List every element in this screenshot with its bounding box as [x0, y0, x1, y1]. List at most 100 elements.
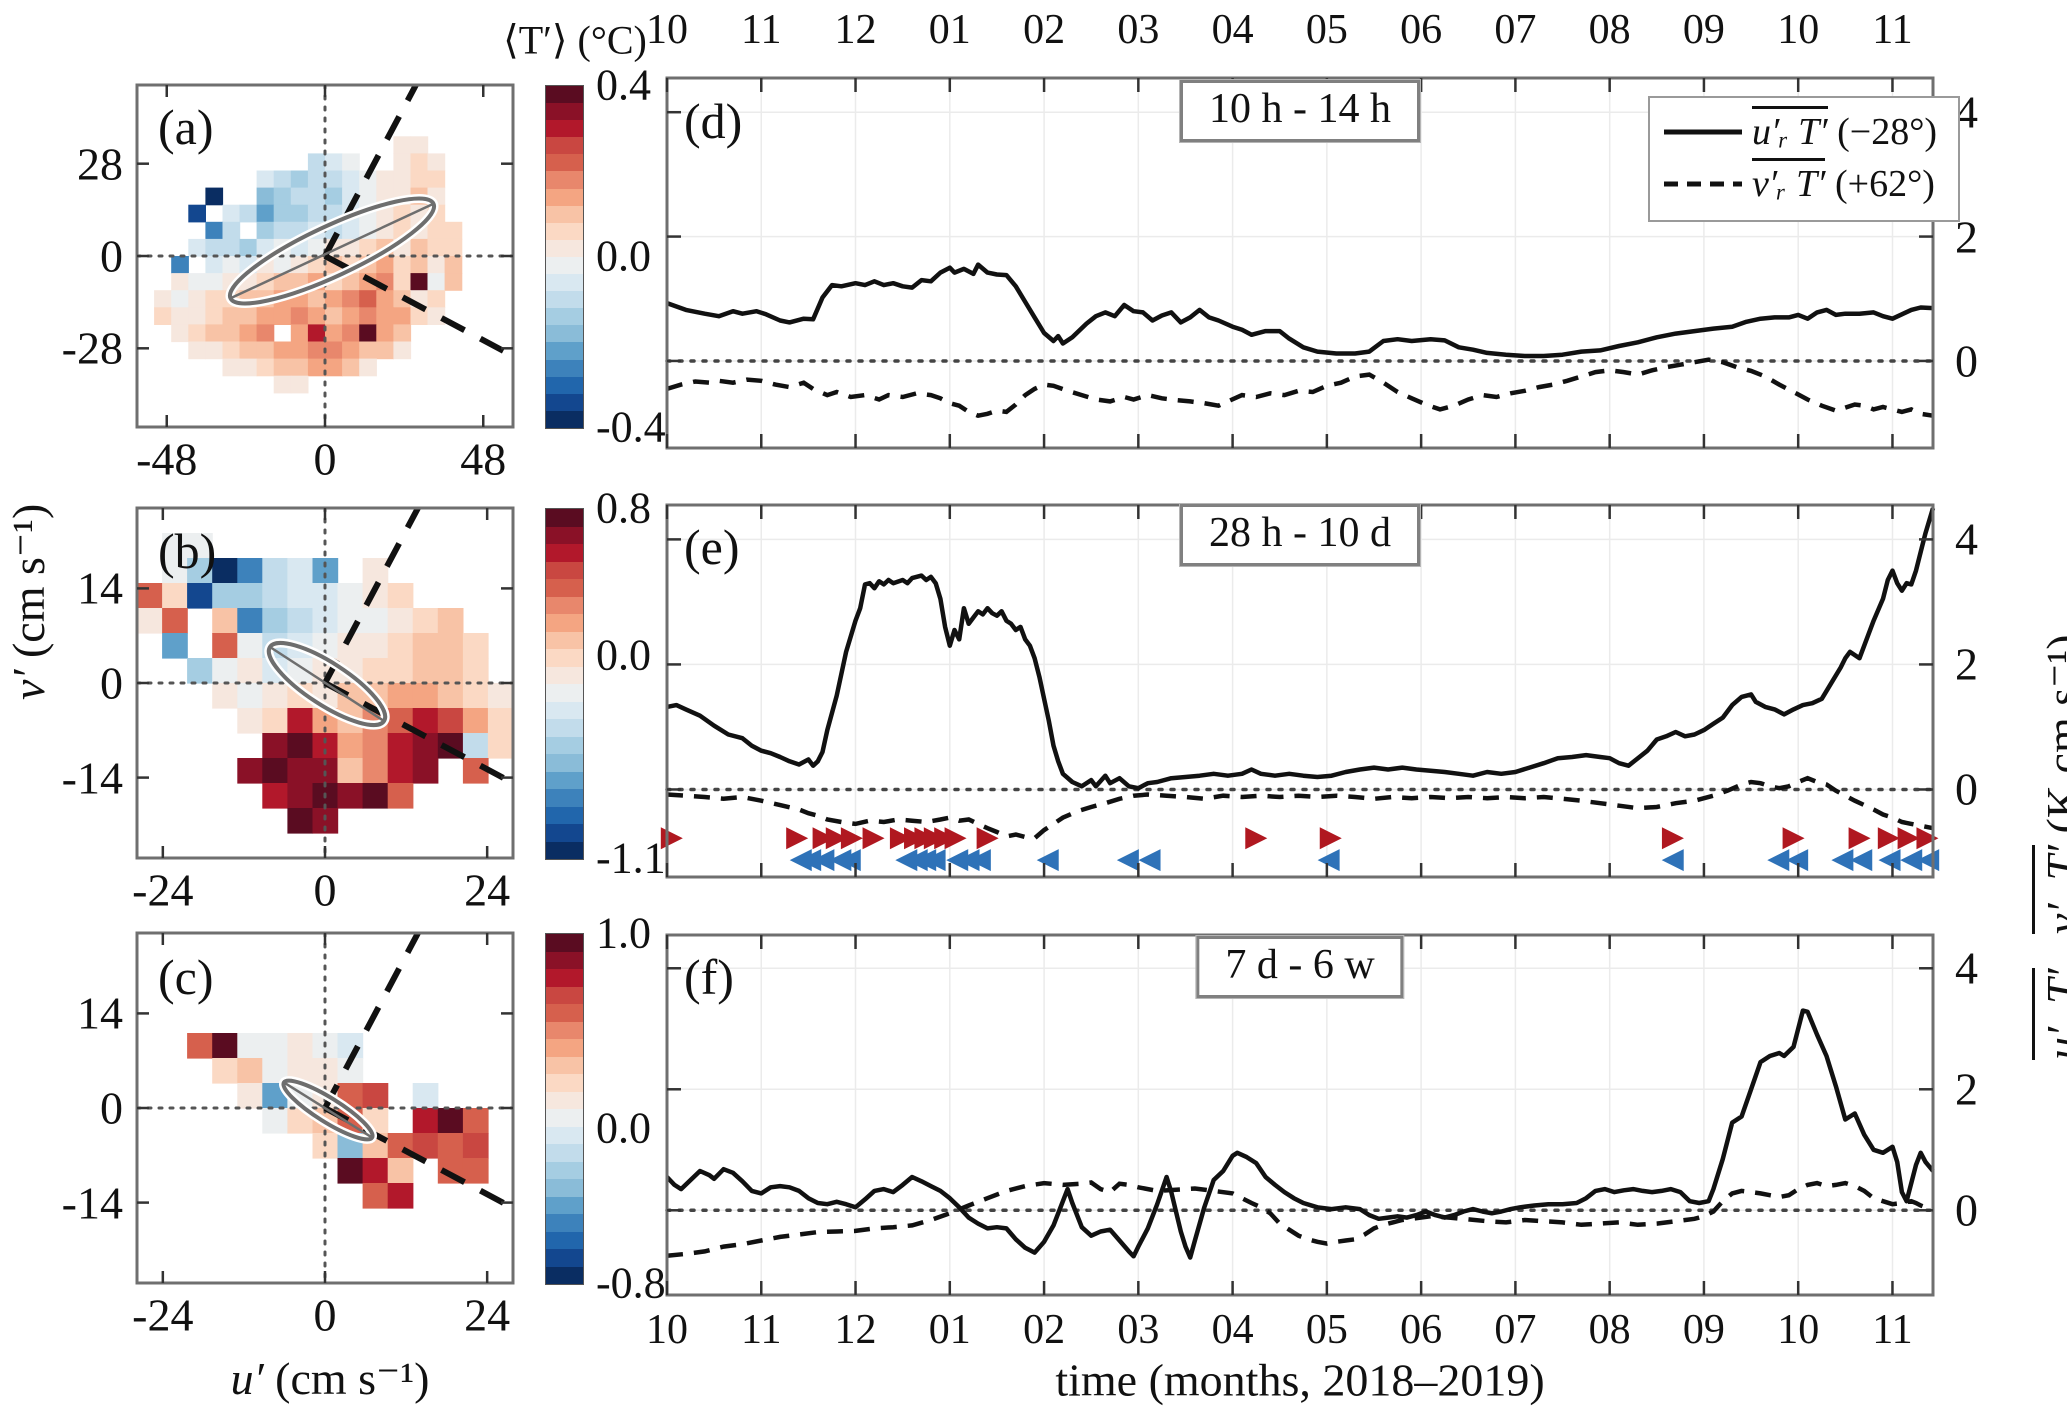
colorbar-b	[545, 508, 584, 860]
colorbar-segment	[546, 256, 583, 275]
heatmap-cell	[362, 1083, 389, 1109]
top-month-label: 03	[1117, 7, 1160, 53]
colorbar-tick-label: 0.4	[596, 60, 651, 110]
u-axis-label: u′ (cm s⁻¹)	[230, 1353, 430, 1404]
heatmap-cell	[287, 783, 314, 809]
event-marker-red-right-triangle	[889, 827, 912, 850]
colorbar-segment	[546, 771, 583, 789]
colorbar-segment	[546, 1161, 583, 1179]
heatmap-cell	[205, 290, 224, 308]
legend-angle-1: (−28°)	[1837, 111, 1938, 153]
colorbar-segment	[546, 579, 583, 597]
colorbar-segment	[546, 410, 583, 428]
legend-term-1: u′ᵣ T′	[1752, 106, 1828, 153]
colorbar-segment	[546, 86, 583, 104]
colorbar-segment	[546, 934, 583, 952]
heatmap-cell	[290, 170, 309, 189]
top-month-label: 12	[834, 7, 877, 53]
heatmap-cell	[273, 307, 292, 325]
heatmap-cell	[162, 633, 188, 659]
heatmap-cell	[154, 307, 172, 325]
heatmap-cell	[307, 307, 326, 325]
heatmap-cell	[362, 558, 389, 584]
heatmap-cell	[387, 1158, 414, 1184]
bottom-month-label: 08	[1588, 1307, 1631, 1353]
colorbar-segment	[546, 342, 583, 360]
heatmap-cell	[273, 256, 292, 274]
event-marker-blue-left-triangle	[1831, 849, 1854, 872]
colorbar-segment	[546, 1249, 583, 1267]
heatmap-cell	[342, 324, 360, 343]
heatmap-cell	[162, 583, 188, 609]
event-marker-blue-left-triangle	[1661, 849, 1684, 872]
right-value-tick-label: 2	[1955, 211, 1978, 263]
time-axis-label: time (months, 2018–2019)	[1055, 1354, 1545, 1406]
heatmap-cell	[239, 324, 258, 343]
heatmap-cell	[222, 358, 241, 377]
heatmap-cell	[393, 307, 412, 325]
heatmap-a	[154, 136, 463, 394]
heatmap-cell	[222, 204, 241, 223]
heatmap-cell	[325, 341, 343, 360]
heatmap-cell	[412, 1108, 439, 1134]
heatmap-cell	[307, 358, 326, 377]
colorbar-segment	[546, 205, 583, 223]
heatmap-cell	[427, 290, 446, 308]
heatmap-cell	[437, 683, 464, 709]
rotated-axis-minus28-dashed-line	[323, 1105, 515, 1211]
heatmap-cell	[444, 273, 463, 291]
heatmap-cell	[262, 1033, 288, 1059]
heatmap-cell	[359, 187, 377, 206]
event-marker-blue-left-triangle	[923, 849, 946, 872]
heatmap-cell	[256, 170, 275, 189]
heatmap-cell	[487, 708, 514, 734]
heatmap-cell	[412, 658, 439, 684]
heatmap-cell	[273, 204, 292, 223]
panel-label-a: (a)	[158, 99, 214, 155]
colorbar-segment	[546, 1266, 583, 1284]
heatmap-cell	[290, 341, 309, 360]
heatmap-cell	[427, 256, 446, 274]
heatmap-cell	[387, 758, 414, 784]
heatmap-cell	[262, 683, 288, 709]
colorbar-tick-label: 1.0	[596, 908, 651, 958]
heatmap-cell	[239, 204, 258, 223]
event-marker-red-right-triangle	[1916, 827, 1939, 850]
heatmap-cell	[387, 783, 414, 809]
event-marker-blue-left-triangle	[968, 849, 991, 872]
heatmap-cell	[256, 324, 275, 343]
heatmap-cell	[287, 758, 314, 784]
right-value-tick-label: 2	[1955, 638, 1978, 690]
heatmap-cell	[342, 221, 360, 240]
heatmap-cell	[376, 290, 394, 308]
event-marker-red-right-triangle	[1848, 827, 1871, 850]
dashed-series-vrT	[666, 1180, 1934, 1258]
heatmap-cell	[410, 153, 429, 172]
colorbar-segment	[546, 222, 583, 240]
panel-label-d: (d)	[684, 93, 743, 149]
heatmap-cell	[359, 358, 377, 377]
heatmap-cell	[273, 273, 292, 291]
heatmap-cell	[412, 683, 439, 709]
heatmap-cell	[222, 221, 241, 240]
heatmap-cell	[437, 658, 464, 684]
heatmap-cell	[325, 170, 343, 189]
heatmap-cell	[359, 170, 377, 189]
heatmap-cell	[222, 324, 241, 343]
right-value-tick-label: 2	[1955, 1063, 1978, 1115]
heatmap-cell	[325, 307, 343, 325]
bottom-month-label: 06	[1400, 1307, 1443, 1353]
event-marker-blue-left-triangle	[1036, 849, 1059, 872]
legend-item-solid: u′ᵣ T′ (−28°)	[1664, 106, 1940, 158]
heatmap-cell	[462, 733, 489, 759]
colorbar-segment	[546, 188, 583, 206]
top-month-label: 01	[928, 7, 971, 53]
bottom-month-label: 07	[1494, 1307, 1537, 1353]
colorbar-segment	[546, 103, 583, 121]
heatmap-cell	[437, 608, 464, 634]
heatmap-cell	[287, 808, 314, 834]
heatmap-cell	[362, 658, 389, 684]
event-marker-red-right-triangle	[840, 827, 863, 850]
bottom-month-label: 05	[1305, 1307, 1348, 1353]
heatmap-cell	[256, 358, 275, 377]
